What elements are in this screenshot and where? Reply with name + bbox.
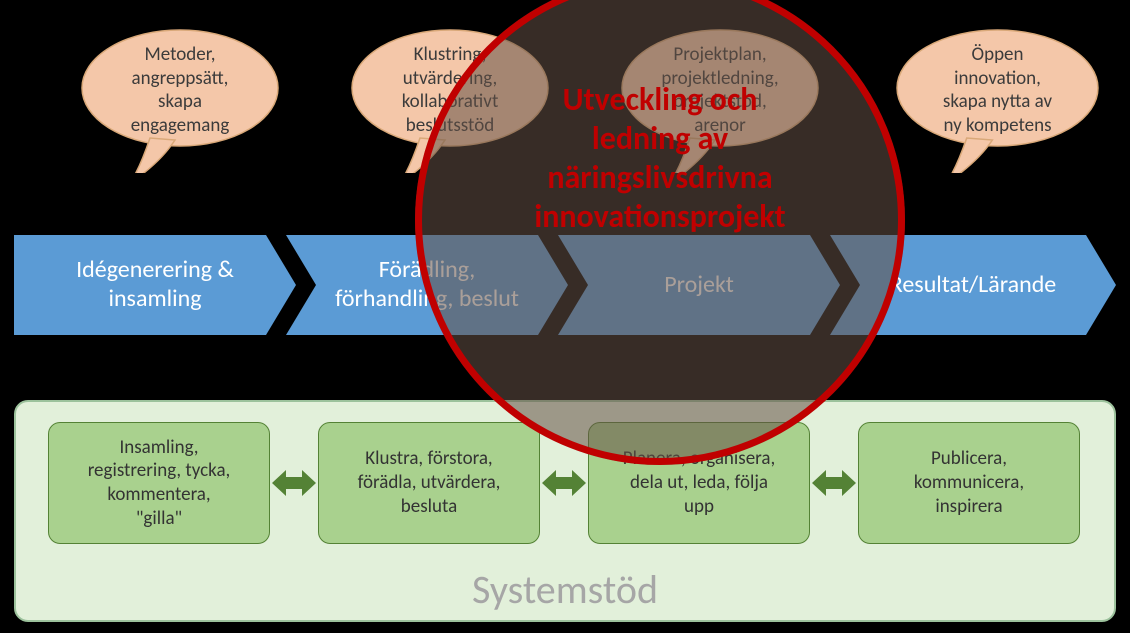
- sys-box-3: Publicera,kommunicera,inspirera: [858, 422, 1080, 544]
- chevron-0: Idégenerering &insamling: [14, 235, 296, 335]
- double-arrow-1: [542, 470, 586, 496]
- double-arrow-2: [812, 470, 856, 496]
- sys-box-3-text: Publicera,kommunicera,inspirera: [914, 447, 1024, 518]
- bubble-0: Metoder,angreppsätt,skapaengagemang: [80, 28, 280, 173]
- double-arrow-0: [272, 470, 316, 496]
- sys-box-0: Insamling,registrering, tycka,kommentera…: [48, 422, 270, 544]
- sys-box-1: Klustra, förstora,förädla, utvärdera,bes…: [318, 422, 540, 544]
- bubble-3: Öppeninnovation,skapa nytta avny kompete…: [895, 28, 1100, 173]
- highlight-shade: [415, 0, 905, 465]
- sys-box-1-text: Klustra, förstora,förädla, utvärdera,bes…: [358, 447, 501, 518]
- sys-box-0-text: Insamling,registrering, tycka,kommentera…: [88, 436, 231, 531]
- bubble-0-text: Metoder,angreppsätt,skapaengagemang: [90, 36, 270, 145]
- system-title: Systemstöd: [16, 565, 1114, 614]
- bubble-3-text: Öppeninnovation,skapa nytta avny kompete…: [905, 36, 1090, 145]
- chevron-0-text: Idégenerering &insamling: [34, 235, 276, 335]
